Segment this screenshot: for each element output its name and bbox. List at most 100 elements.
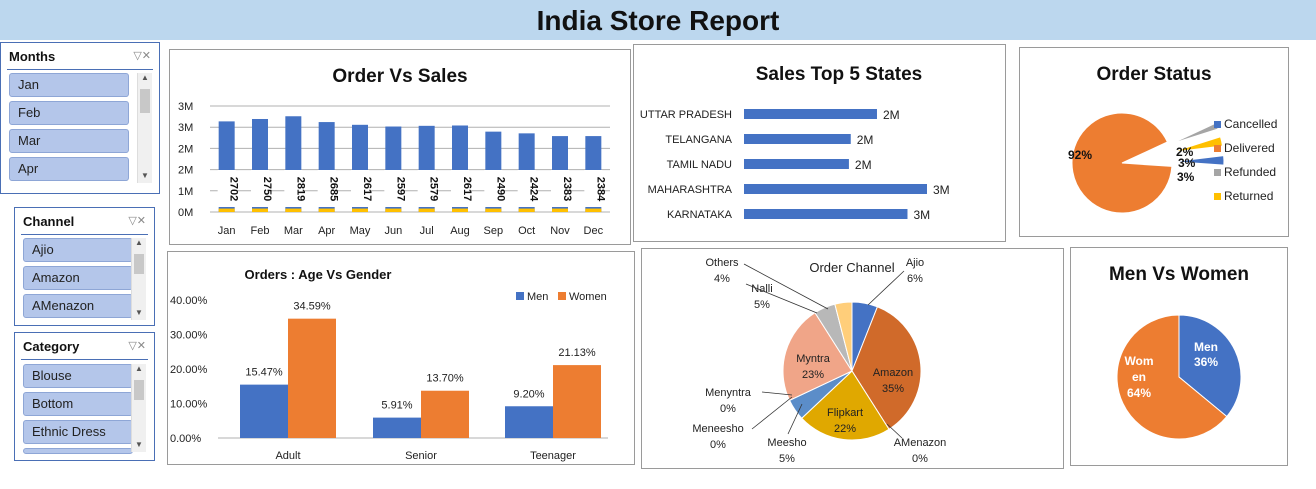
age-vs-gender-panel: Orders : Age Vs Gender 0.00% 10.00% 20.00% 3…	[167, 251, 635, 465]
scroll-up-icon[interactable]: ▲	[141, 73, 149, 82]
data-label: 2M	[855, 158, 872, 172]
x-tick-label: Nov	[550, 225, 570, 237]
slicer-item[interactable]: Mar	[9, 129, 129, 153]
category-slicer[interactable]: Category ▽✕ Blouse Bottom Ethnic Dress ▲…	[14, 332, 155, 461]
leader-line	[751, 396, 793, 430]
sales-top5-panel: Sales Top 5 States UTTAR PRADESH 2M TELANGA…	[633, 44, 1006, 242]
data-label: 2597	[394, 177, 406, 201]
x-tick-label: Aug	[450, 225, 470, 237]
x-tick-label: Feb	[251, 225, 270, 237]
data-label: 2579	[428, 177, 440, 201]
y-tick-label: 1M	[178, 186, 193, 198]
data-label: 3%	[1177, 170, 1195, 184]
data-label-pct: 5%	[779, 453, 795, 465]
pie-slice	[851, 306, 922, 430]
data-label-name: Nalli	[751, 283, 772, 295]
slicer-item[interactable]	[23, 448, 133, 454]
x-tick-label: Sep	[484, 225, 504, 237]
order-channel-chart: Order Channel Ajio 6% Others 4% Nalli 5% Myntra…	[692, 257, 947, 465]
divider	[21, 234, 148, 235]
slicer-item[interactable]: Feb	[9, 101, 129, 125]
data-label-name: Wom	[1124, 354, 1153, 368]
legend-swatch	[1214, 145, 1221, 152]
data-label-name: Ajio	[906, 257, 924, 269]
y-tick-label: 0.00%	[170, 433, 201, 445]
scroll-up-icon[interactable]: ▲	[135, 238, 143, 247]
category-label: UTTAR PRADESH	[640, 109, 732, 121]
order-vs-sales-chart: Order Vs Sales 0M 1M 2M 2M 3M 3M 2702 Jan 2750 Feb…	[178, 66, 610, 237]
bar	[485, 208, 502, 212]
data-label-name: AMenazon	[894, 437, 947, 449]
bar	[285, 208, 302, 212]
data-label-pct: 23%	[802, 369, 824, 381]
slicer-scrollbar[interactable]: ▲ ▼	[137, 73, 152, 183]
slicer-item[interactable]: AMenazon	[23, 294, 133, 318]
scroll-down-icon[interactable]: ▼	[135, 440, 143, 449]
data-label: 2819	[294, 177, 306, 201]
x-tick-label: Jul	[420, 225, 434, 237]
data-label-pct: 36%	[1194, 355, 1218, 369]
slicer-item[interactable]: Bottom	[23, 392, 133, 416]
y-tick-label: 3M	[178, 122, 193, 134]
data-label-name: Amazon	[873, 367, 913, 379]
data-label-box	[317, 170, 336, 207]
bar	[373, 417, 421, 438]
data-label-box	[284, 170, 303, 207]
slicer-scrollbar[interactable]: ▲ ▼	[131, 238, 146, 320]
chart-title: Order Vs Sales	[332, 66, 467, 87]
data-label-box	[351, 170, 369, 207]
data-label-box	[484, 170, 503, 207]
data-label: 2M	[883, 108, 900, 122]
data-label: 21.13%	[558, 347, 596, 359]
slicer-item[interactable]: Blouse	[23, 364, 133, 388]
slicer-item[interactable]: Ajio	[23, 238, 133, 262]
scroll-thumb[interactable]	[134, 254, 144, 274]
months-slicer[interactable]: Months ▽✕ Jan Feb Mar Apr ▲ ▼	[0, 42, 160, 194]
data-label: 2617	[361, 177, 373, 201]
data-label-pct: 0%	[710, 439, 726, 451]
chart-title: Order Channel	[809, 260, 894, 275]
x-tick-label: May	[350, 225, 371, 237]
data-label: 3M	[933, 183, 950, 197]
category-label: MAHARASHTRA	[648, 184, 733, 196]
pie-slice	[1071, 112, 1173, 214]
data-label: 2617	[461, 177, 473, 201]
report-title: India Store Report	[536, 5, 780, 36]
data-label: 2424	[528, 177, 540, 202]
data-label: 92%	[1068, 148, 1092, 162]
chart-title: Men Vs Women	[1109, 264, 1249, 285]
data-label-name: Flipkart	[827, 407, 863, 419]
pie-slice	[1178, 314, 1242, 418]
pie-slice	[1172, 136, 1224, 153]
scroll-thumb[interactable]	[140, 89, 150, 113]
bar	[240, 384, 288, 438]
data-label-box	[551, 170, 569, 207]
data-label-name: Meneesho	[692, 423, 743, 435]
channel-slicer[interactable]: Channel ▽✕ Ajio Amazon AMenazon ▲ ▼	[14, 207, 155, 326]
clear-filter-icon[interactable]: ▽✕	[128, 340, 146, 352]
order-channel-panel: Order Channel Ajio 6% Others 4% Nalli 5% Myntra…	[641, 248, 1064, 469]
x-tick-label: Teenager	[530, 450, 576, 462]
slicer-item[interactable]: Jan	[9, 73, 129, 97]
bar	[288, 318, 336, 438]
slicer-item[interactable]: Ethnic Dress	[23, 420, 133, 444]
bar	[553, 365, 601, 438]
scroll-thumb[interactable]	[134, 380, 144, 400]
scroll-down-icon[interactable]: ▼	[135, 308, 143, 317]
clear-filter-icon[interactable]: ▽✕	[133, 50, 151, 62]
data-label: 34.59%	[293, 301, 331, 313]
scroll-down-icon[interactable]: ▼	[141, 171, 149, 180]
bar	[352, 208, 368, 212]
sales-top5-chart: Sales Top 5 States UTTAR PRADESH 2M TELANGA…	[640, 64, 950, 222]
clear-filter-icon[interactable]: ▽✕	[128, 215, 146, 227]
x-tick-label: Jan	[218, 225, 236, 237]
chart-title: Order Status	[1096, 64, 1211, 85]
slicer-item[interactable]: Apr	[9, 157, 129, 181]
leader-line	[787, 403, 803, 435]
slicer-scrollbar[interactable]: ▲ ▼	[131, 364, 146, 452]
legend-swatch	[1214, 169, 1221, 176]
slicer-item[interactable]: Amazon	[23, 266, 133, 290]
bar	[385, 208, 402, 212]
scroll-up-icon[interactable]: ▲	[135, 364, 143, 373]
data-label: 3M	[913, 208, 930, 222]
